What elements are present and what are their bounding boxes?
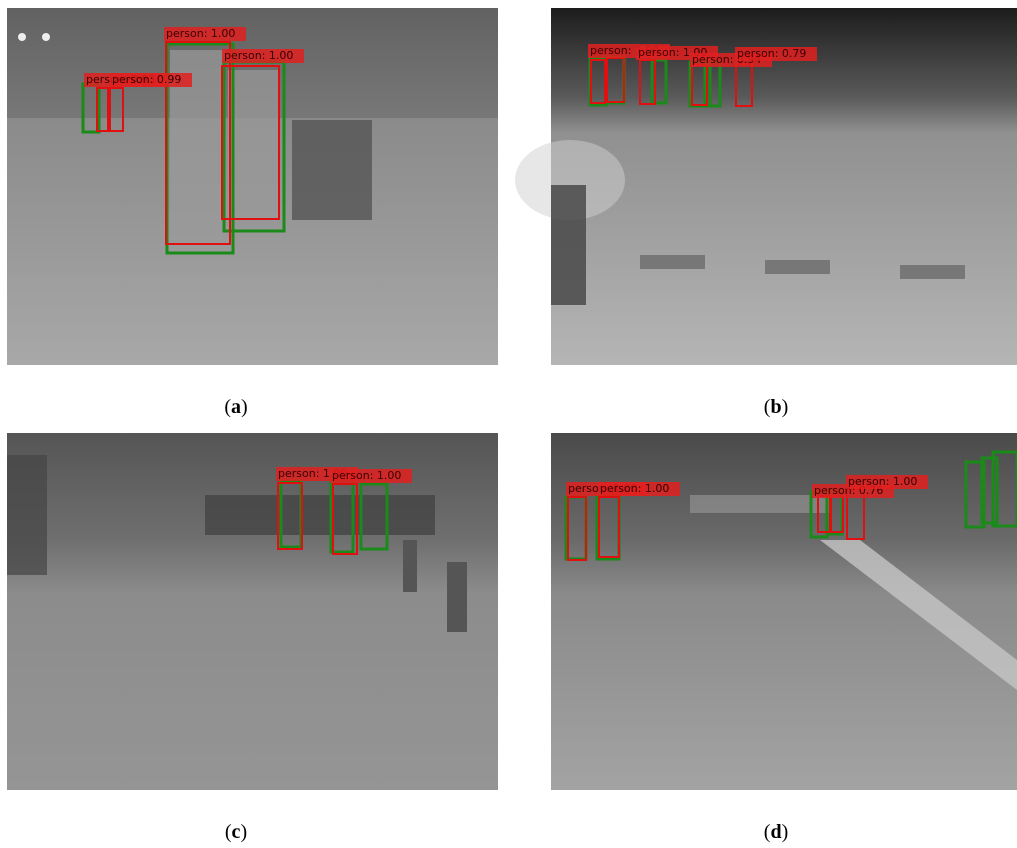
page: {"panels": [ {"label": "a", "detections"… <box>0 0 1017 848</box>
panel-caption: (d) <box>764 821 788 843</box>
panel-caption: (c) <box>225 821 247 843</box>
detection-label: person: 1.00 <box>600 482 669 495</box>
panel-letter: d <box>770 821 781 843</box>
detection-label: person: 1.00 <box>848 475 917 488</box>
panel-caption: (b) <box>764 396 788 418</box>
detection-label: person: 1.00 <box>166 27 235 40</box>
detection-label: person: 1.00 <box>332 469 401 482</box>
panel-letter: b <box>770 396 781 418</box>
detection-label: person: 0.99 <box>112 73 181 86</box>
panel-letter: c <box>232 821 241 843</box>
figure: person: 0.93person: 0.99person: 1.00pers… <box>0 0 1017 848</box>
detection-label: person: 0.79 <box>737 47 806 60</box>
image-c <box>7 433 498 790</box>
detection-label: person: 1.00 <box>224 49 293 62</box>
panel-caption: (a) <box>224 396 247 418</box>
panel-letter: a <box>231 396 241 418</box>
